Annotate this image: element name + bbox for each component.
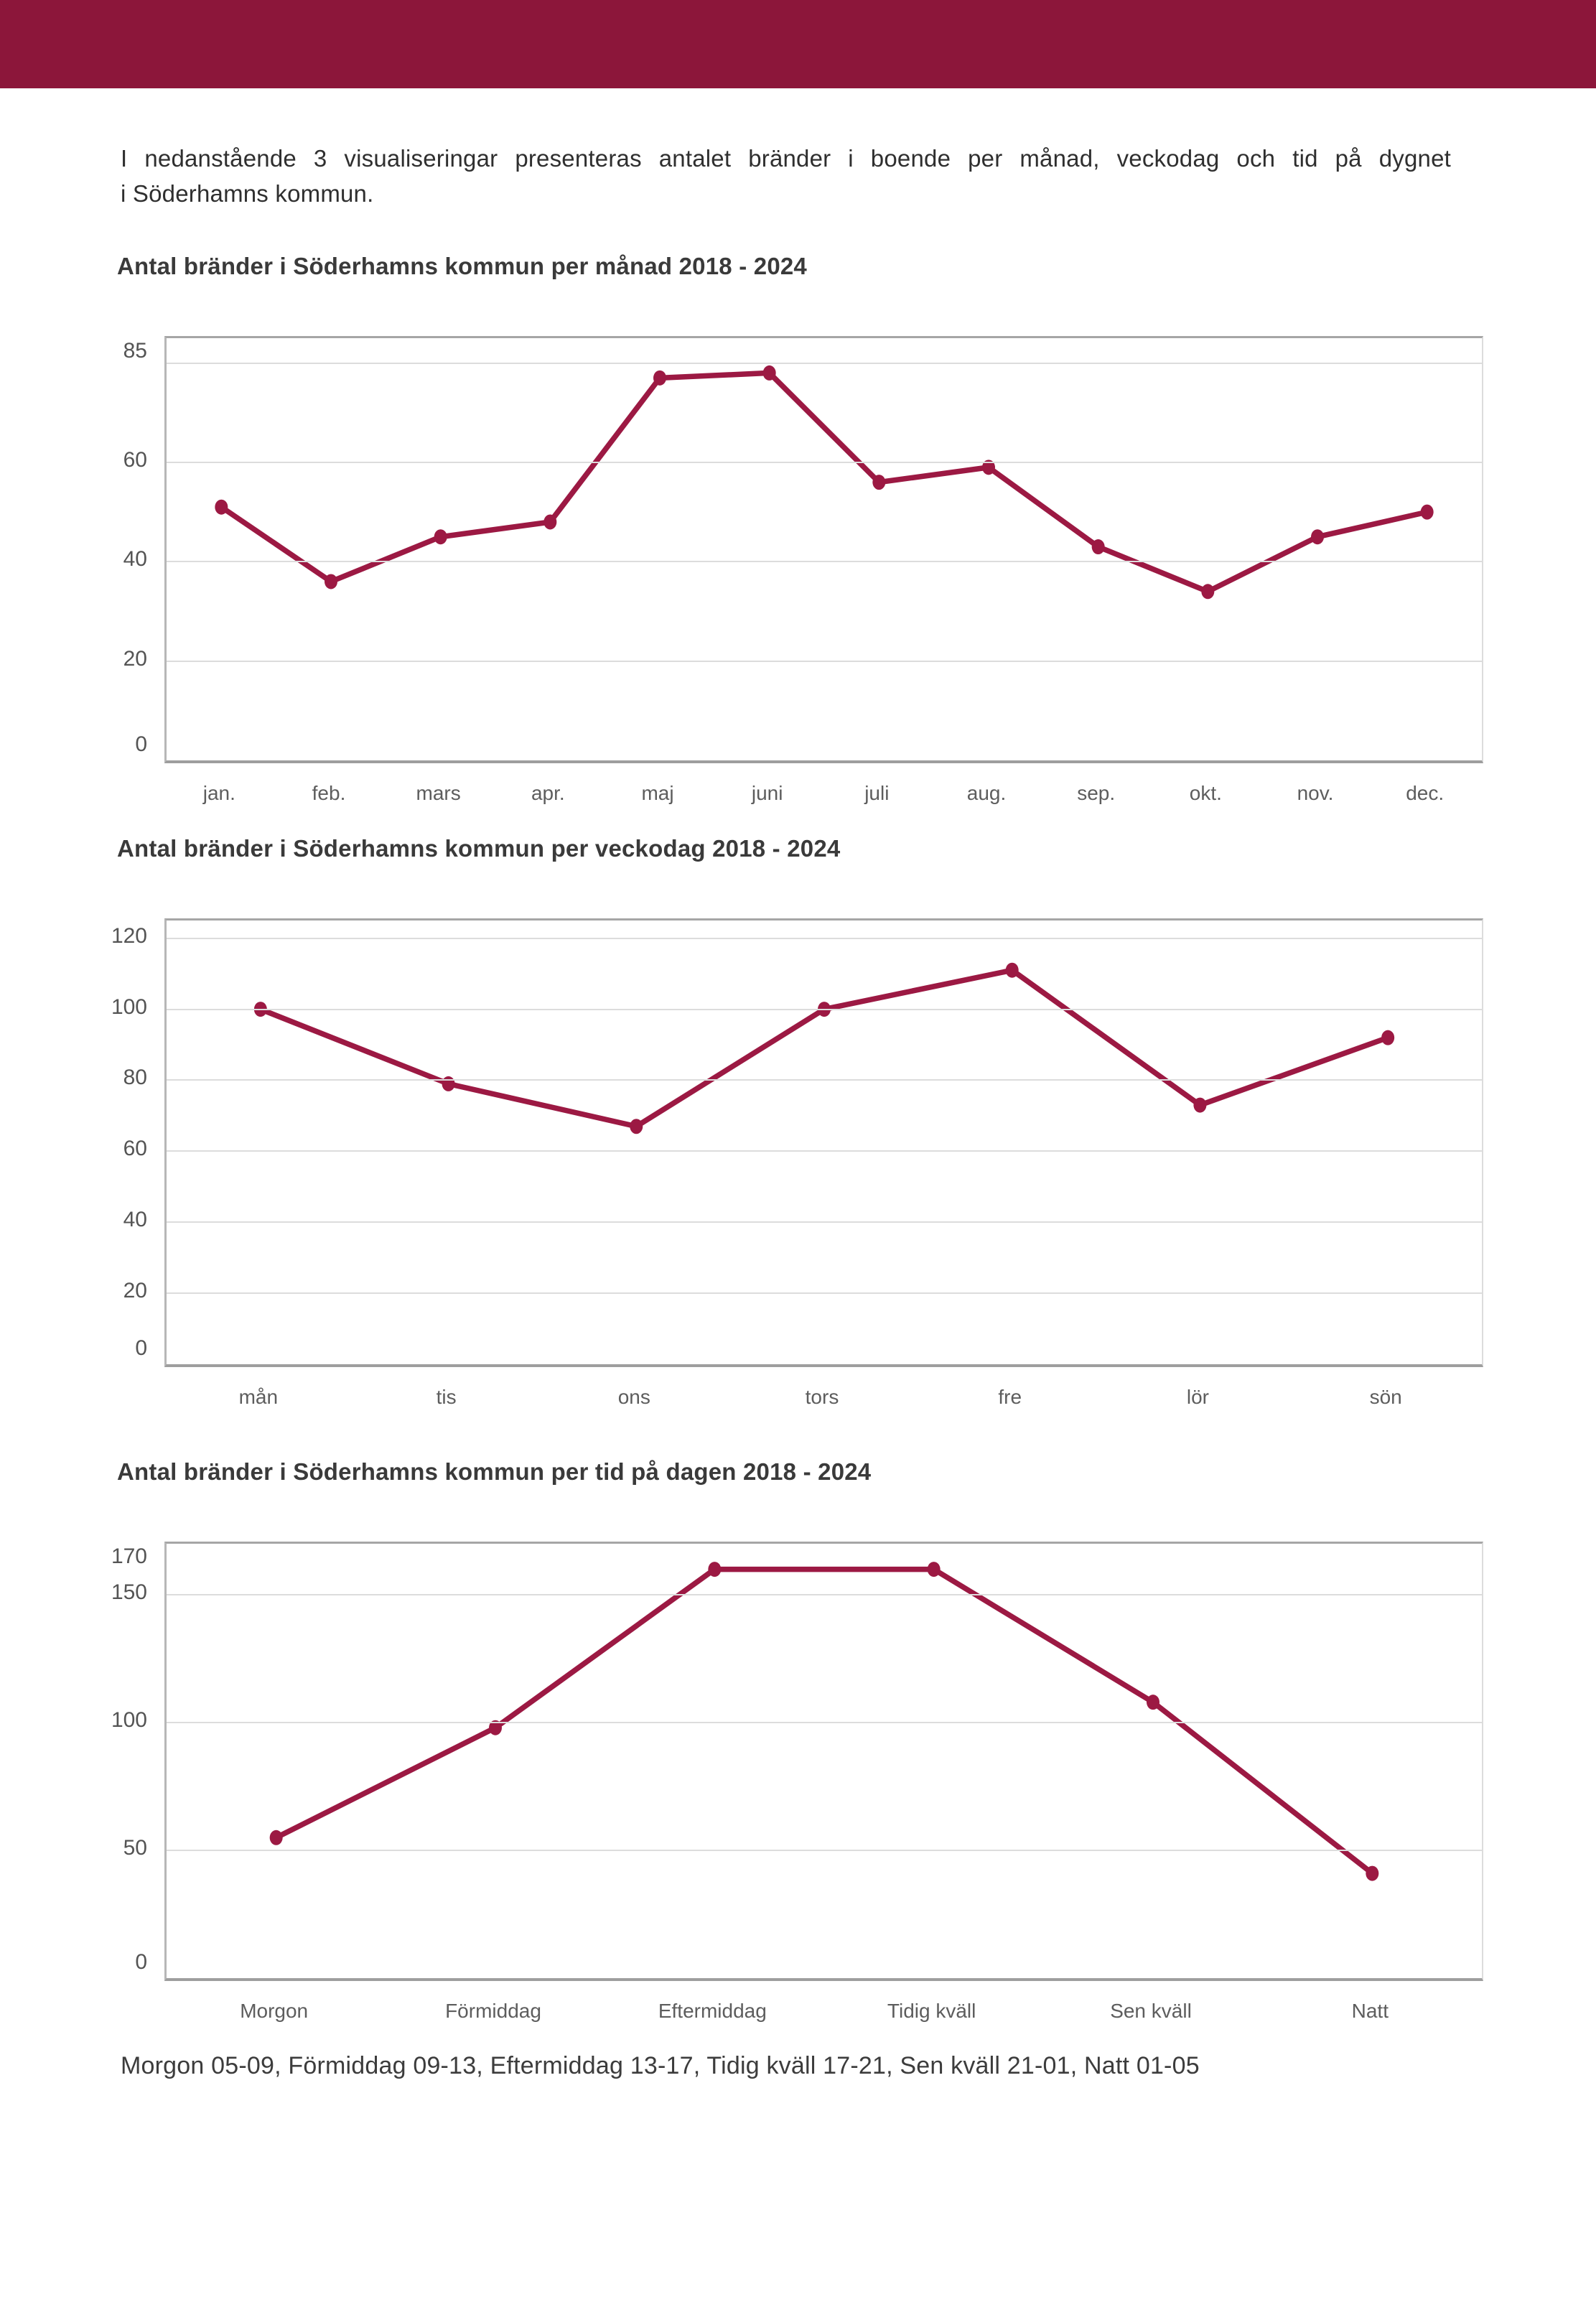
x-axis-tick-label: fre <box>998 1386 1022 1408</box>
gridline <box>167 1594 1482 1596</box>
x-axis-tick-label: Förmiddag <box>445 2000 541 2022</box>
gridline <box>167 937 1482 939</box>
y-axis-tick-label: 0 <box>135 1336 147 1360</box>
x-axis-labels: Morgon Förmiddag Eftermiddag Tidig kväll Sen… <box>164 1997 1483 2027</box>
y-axis-tick-label: 100 <box>111 1708 147 1733</box>
y-axis-tick-label: 40 <box>123 1208 147 1232</box>
header-bar <box>0 0 1596 88</box>
gridline <box>167 362 1482 364</box>
data-point <box>543 514 557 530</box>
x-axis-tick-label: mars <box>416 782 461 804</box>
y-axis-tick-label: 60 <box>123 1137 147 1161</box>
x-axis-tick-label: jan. <box>202 782 235 804</box>
data-point <box>1005 962 1019 978</box>
plot-area <box>164 1542 1483 1981</box>
data-point <box>1091 539 1105 555</box>
gridline <box>167 1221 1482 1224</box>
data-point <box>630 1119 643 1134</box>
data-point <box>215 499 228 515</box>
y-axis-tick-label: 100 <box>111 994 147 1019</box>
intro-text-line-2: i Söderhamns kommun. <box>121 180 374 207</box>
intro-text-line-1: I nedanstående 3 visualiseringar present… <box>121 145 1451 172</box>
data-point <box>325 574 337 589</box>
x-axis-tick-label: apr. <box>531 782 565 804</box>
data-point <box>1366 1865 1379 1881</box>
y-axis-tick-label: 60 <box>123 447 147 472</box>
x-axis-tick-label: juli <box>864 782 890 804</box>
gridline <box>167 1150 1482 1152</box>
x-axis-tick-label: tis <box>436 1386 457 1408</box>
y-axis-tick-label: 120 <box>111 923 147 948</box>
gridline <box>167 1722 1482 1724</box>
gridline <box>167 461 1482 463</box>
gridline <box>167 660 1482 662</box>
data-point <box>1420 504 1434 520</box>
x-axis-tick-label: ons <box>617 1386 650 1408</box>
line-series <box>269 1562 1379 1881</box>
x-axis-tick-label: okt. <box>1189 782 1222 804</box>
chart-title-weekday: Antal bränder i Söderhamns kommun per ve… <box>117 835 841 862</box>
chart-title-time-of-day: Antal bränder i Söderhamns kommun per ti… <box>117 1458 872 1485</box>
y-axis-tick-label: 0 <box>135 1950 147 1974</box>
x-axis-tick-label: Tidig kväll <box>887 2000 976 2022</box>
data-point <box>442 1076 455 1091</box>
time-interval-legend: Morgon 05-09, Förmiddag 09-13, Eftermidd… <box>121 2052 1200 2079</box>
gridline <box>167 1292 1482 1295</box>
data-point <box>1201 584 1215 600</box>
line-series <box>253 962 1395 1134</box>
data-point <box>489 1720 502 1735</box>
data-point <box>269 1830 283 1845</box>
data-point <box>762 365 776 381</box>
x-axis-tick-label: sön <box>1369 1386 1402 1408</box>
y-axis-tick-label: 170 <box>111 1544 147 1568</box>
plot-area <box>164 336 1483 763</box>
data-point <box>1147 1695 1159 1710</box>
y-axis-tick-label: 0 <box>135 732 147 756</box>
x-axis-tick-label: Morgon <box>240 2000 309 2022</box>
data-point <box>1311 529 1324 545</box>
data-point <box>927 1562 941 1577</box>
chart-title-monthly: Antal bränder i Söderhamns kommun per må… <box>117 253 807 279</box>
x-axis-labels: jan. feb. mars apr. maj juni juli aug. sep. okt. n… <box>164 779 1483 809</box>
data-point <box>872 475 886 490</box>
x-axis-tick-label: nov. <box>1297 782 1334 804</box>
y-axis-tick-label: 85 <box>123 339 147 363</box>
y-axis-tick-label: 50 <box>123 1836 147 1860</box>
data-point <box>708 1562 722 1577</box>
line-series <box>215 365 1434 600</box>
x-axis-tick-label: tors <box>805 1386 839 1408</box>
y-axis-tick-label: 80 <box>123 1066 147 1090</box>
data-point <box>1193 1097 1207 1113</box>
y-axis-labels: 0 50 100 150 170 <box>29 1542 147 1981</box>
gridline <box>167 1079 1482 1081</box>
y-axis-labels: 0 20 40 60 85 <box>29 336 147 763</box>
x-axis-tick-label: feb. <box>312 782 346 804</box>
x-axis-tick-label: sep. <box>1077 782 1116 804</box>
x-axis-tick-label: dec. <box>1406 782 1445 804</box>
x-axis-tick-label: lör <box>1186 1386 1209 1408</box>
y-axis-tick-label: 40 <box>123 547 147 572</box>
y-axis-tick-label: 20 <box>123 646 147 671</box>
gridline <box>167 561 1482 563</box>
x-axis-labels: mån tis ons tors fre lör sön <box>164 1383 1483 1413</box>
x-axis-tick-label: juni <box>751 782 783 804</box>
data-point <box>982 460 995 475</box>
y-axis-tick-label: 150 <box>111 1580 147 1605</box>
x-axis-tick-label: mån <box>238 1386 279 1408</box>
y-axis-labels: 0 20 40 60 80 100 120 <box>29 918 147 1367</box>
data-point <box>434 529 447 545</box>
x-axis-tick-label: Sen kväll <box>1110 2000 1192 2022</box>
x-axis-tick-label: Eftermiddag <box>658 2000 767 2022</box>
x-axis-tick-label: aug. <box>966 782 1007 804</box>
plot-area <box>164 918 1483 1367</box>
data-point <box>1381 1030 1395 1045</box>
gridline <box>167 1008 1482 1010</box>
x-axis-tick-label: Natt <box>1351 2000 1389 2022</box>
y-axis-tick-label: 20 <box>123 1279 147 1303</box>
x-axis-tick-label: maj <box>641 782 674 804</box>
gridline <box>167 1850 1482 1852</box>
data-point <box>653 370 666 386</box>
